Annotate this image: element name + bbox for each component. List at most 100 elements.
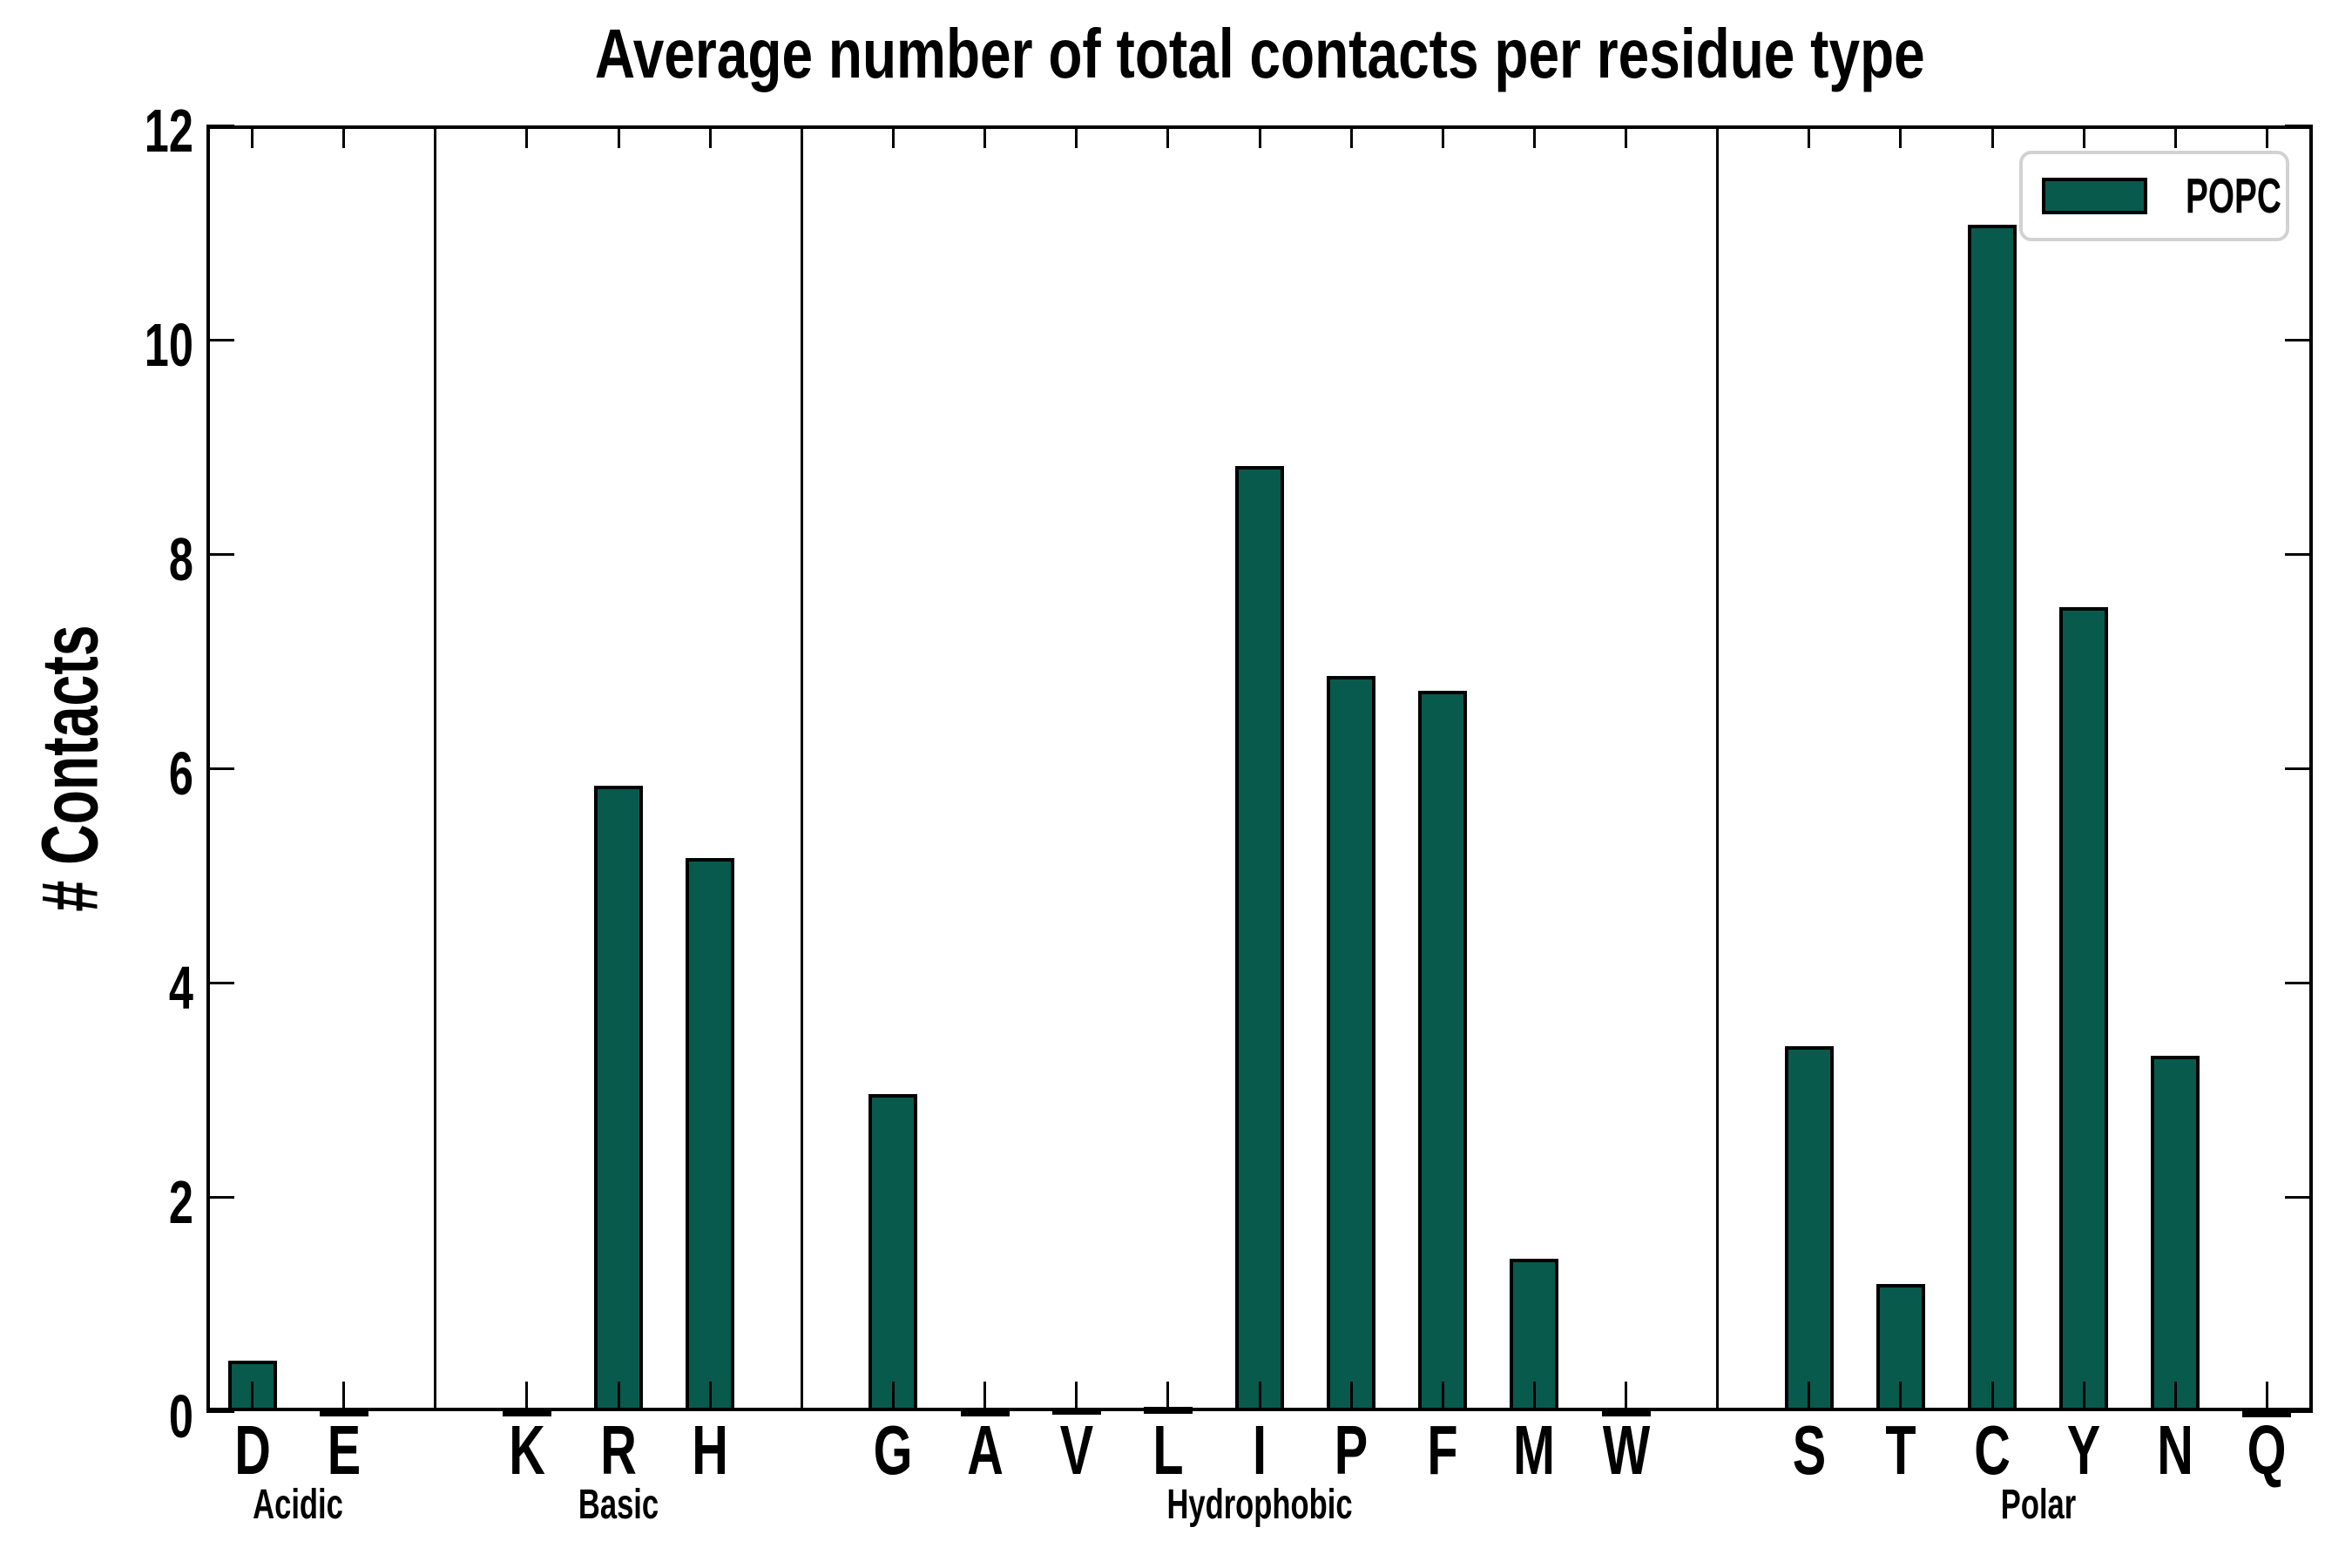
x-label-G: G [874,1411,913,1489]
y-tick-left-2 [206,1195,234,1199]
x-tick-bottom-E [342,1382,346,1411]
bar-I [1235,466,1284,1411]
x-label-S: S [1792,1411,1826,1489]
bar-A [961,1409,1010,1416]
y-tick-left-0 [206,1409,234,1413]
x-label-A: A [966,1411,1004,1489]
y-tick-right-8 [2285,552,2313,556]
bar-H [686,858,734,1411]
y-tick-right-6 [2285,767,2313,770]
x-tick-top-L [1166,125,1170,148]
x-label-W: W [1602,1411,1650,1489]
y-tick-right-10 [2285,338,2313,341]
y-tick-label-0: 0 [168,1382,193,1450]
x-label-Q: Q [2247,1411,2287,1489]
y-tick-left-4 [206,981,234,984]
x-tick-bottom-D [251,1382,254,1411]
y-tick-left-10 [206,338,234,341]
x-label-D: D [233,1411,271,1489]
group-separator-1 [434,125,437,1411]
y-tick-label-12: 12 [144,96,193,165]
x-tick-bottom-R [617,1382,620,1411]
bar-Q [2242,1410,2291,1417]
legend-swatch-popc [2042,178,2147,214]
y-tick-right-4 [2285,981,2313,984]
y-tick-right-12 [2285,124,2313,127]
y-tick-left-12 [206,124,234,127]
bar-C [1968,225,2017,1411]
bar-G [868,1094,917,1411]
bar-W [1602,1409,1651,1416]
x-tick-top-Q [2265,125,2268,148]
group-separator-3 [1716,125,1720,1411]
bar-S [1785,1046,1834,1411]
x-tick-bottom-K [525,1382,529,1411]
x-tick-bottom-S [1808,1382,1811,1411]
y-tick-right-0 [2285,1409,2313,1413]
x-tick-bottom-G [891,1382,895,1411]
x-tick-bottom-W [1625,1382,1628,1411]
x-label-V: V [1059,1411,1093,1489]
x-label-E: E [327,1411,361,1489]
x-label-L: L [1152,1411,1184,1489]
x-tick-top-I [1258,125,1261,148]
y-tick-left-6 [206,767,234,770]
x-tick-top-Y [2082,125,2085,148]
bar-R [594,786,643,1411]
x-tick-bottom-P [1349,1382,1353,1411]
x-tick-top-K [525,125,529,148]
group-separator-2 [800,125,803,1411]
x-label-P: P [1334,1411,1369,1489]
y-tick-label-2: 2 [168,1167,193,1236]
group-label-Acidic: Acidic [253,1482,343,1528]
x-tick-bottom-Q [2265,1382,2268,1411]
chart-title: Average number of total contacts per res… [206,16,2313,92]
x-tick-bottom-V [1075,1382,1078,1411]
bar-Y [2059,607,2108,1411]
x-tick-bottom-L [1166,1382,1170,1411]
x-label-M: M [1513,1411,1556,1489]
bar-F [1418,691,1467,1411]
x-label-R: R [600,1411,637,1489]
x-tick-top-V [1075,125,1078,148]
x-tick-bottom-C [1990,1382,1994,1411]
x-tick-bottom-I [1258,1382,1261,1411]
x-label-F: F [1427,1411,1458,1489]
y-tick-right-2 [2285,1195,2313,1199]
y-tick-label-10: 10 [144,310,193,379]
x-tick-top-T [1899,125,1903,148]
x-tick-bottom-H [708,1382,712,1411]
x-label-I: I [1252,1411,1267,1489]
bar-K [503,1409,551,1416]
x-tick-top-D [251,125,254,148]
x-tick-top-C [1990,125,1994,148]
x-tick-top-S [1808,125,1811,148]
x-tick-top-N [2173,125,2177,148]
group-label-Polar: Polar [2000,1482,2076,1528]
x-label-K: K [509,1411,545,1489]
x-tick-bottom-N [2173,1382,2177,1411]
x-tick-top-E [342,125,346,148]
legend-label: POPC [2186,167,2281,224]
x-tick-bottom-Y [2082,1382,2085,1411]
y-tick-label-8: 8 [168,524,193,593]
bar-N [2151,1056,2200,1411]
bar-E [320,1409,368,1416]
group-label-Hydrophobic: Hydrophobic [1166,1482,1353,1528]
x-label-N: N [2157,1411,2194,1489]
x-tick-bottom-A [983,1382,987,1411]
x-label-T: T [1885,1411,1916,1489]
x-tick-top-G [891,125,895,148]
chart-title-text: Average number of total contacts per res… [594,15,1925,92]
x-tick-bottom-T [1899,1382,1903,1411]
x-label-Y: Y [2066,1411,2101,1489]
x-tick-top-A [983,125,987,148]
x-tick-top-W [1625,125,1628,148]
x-tick-bottom-M [1532,1382,1536,1411]
x-tick-top-P [1349,125,1353,148]
x-tick-top-H [708,125,712,148]
group-label-Basic: Basic [578,1482,659,1528]
bar-P [1327,676,1375,1411]
x-tick-top-M [1532,125,1536,148]
x-tick-bottom-F [1441,1382,1444,1411]
